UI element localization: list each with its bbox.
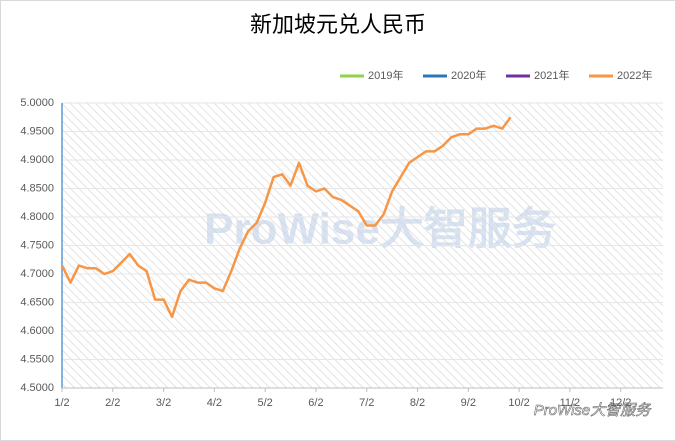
y-tick-label: 4.9000 — [20, 154, 54, 166]
x-tick-label: 5/2 — [258, 397, 273, 409]
y-tick-label: 4.9500 — [20, 125, 54, 137]
footer-watermark: ProWise大智服务 — [534, 402, 653, 419]
y-tick-label: 4.5000 — [20, 382, 54, 394]
series-line — [60, 116, 512, 319]
y-tick-label: 4.8500 — [20, 182, 54, 194]
y-tick-label: 4.5500 — [20, 353, 54, 365]
chart-title: 新加坡元兑人民币 — [250, 13, 426, 38]
y-tick-label: 4.7000 — [20, 268, 54, 280]
x-tick-label: 4/2 — [207, 397, 222, 409]
y-tick-label: 4.6000 — [20, 325, 54, 337]
legend-label: 2020年 — [451, 68, 486, 82]
x-tick-label: 2/2 — [105, 397, 120, 409]
y-tick-label: 5.0000 — [20, 97, 54, 109]
x-tick-label: 1/2 — [54, 397, 69, 409]
x-tick-label: 3/2 — [156, 397, 171, 409]
x-tick-label: 11/2 — [560, 397, 581, 409]
x-tick-label: 7/2 — [359, 397, 374, 409]
legend-label: 2021年 — [534, 68, 569, 82]
x-tick-label: 9/2 — [461, 397, 476, 409]
watermark: ProWise大智服务 — [204, 205, 556, 254]
y-tick-label: 4.7500 — [20, 239, 54, 251]
legend-label: 2022年 — [617, 68, 652, 82]
legend-label: 2019年 — [368, 68, 403, 82]
x-tick-label: 12/2 — [610, 397, 631, 409]
x-tick-label: 10/2 — [508, 397, 529, 409]
x-tick-label: 8/2 — [410, 397, 425, 409]
x-tick-label: 6/2 — [308, 397, 323, 409]
y-tick-label: 4.8000 — [20, 211, 54, 223]
y-tick-label: 4.6500 — [20, 296, 54, 308]
